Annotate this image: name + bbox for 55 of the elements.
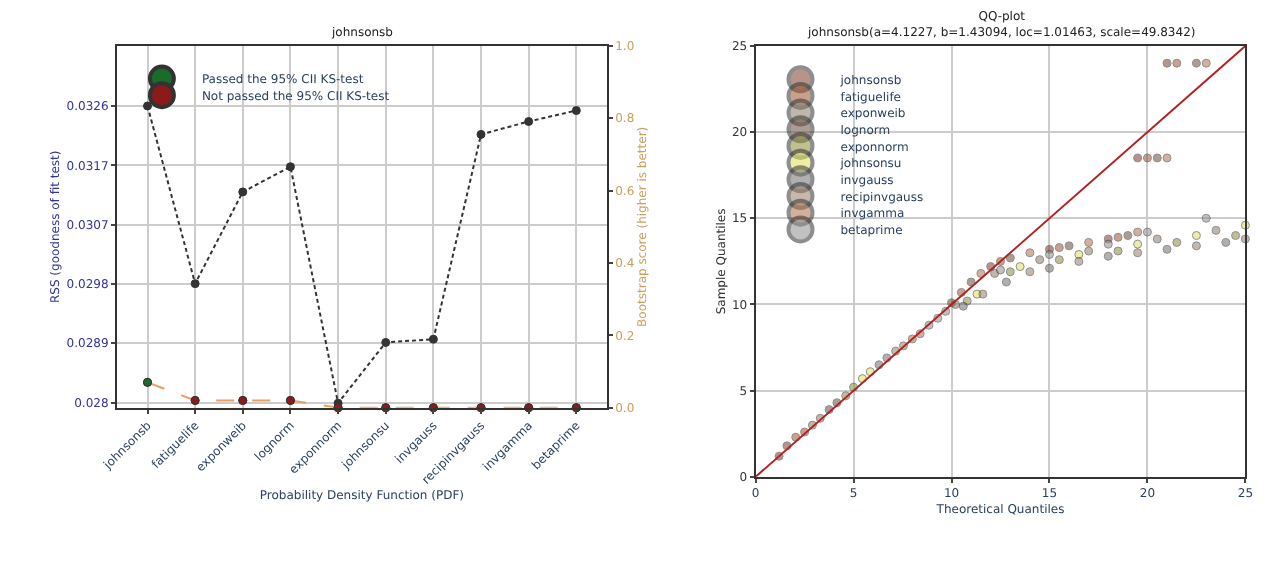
point — [571, 106, 581, 116]
point — [1152, 153, 1162, 163]
point — [1005, 267, 1015, 277]
point — [1084, 246, 1094, 256]
point — [1172, 58, 1182, 68]
point — [238, 187, 248, 197]
point — [1152, 234, 1162, 244]
point — [1133, 153, 1143, 163]
point — [1113, 246, 1123, 256]
point — [381, 337, 391, 347]
point — [1054, 243, 1064, 253]
point — [1064, 241, 1074, 251]
point — [1162, 58, 1172, 68]
point — [1191, 58, 1201, 68]
point — [285, 162, 295, 172]
point — [1133, 239, 1143, 249]
point — [978, 289, 988, 299]
point — [1142, 153, 1152, 163]
point — [524, 117, 534, 126]
point — [1074, 256, 1084, 266]
point — [1113, 232, 1123, 242]
point — [958, 301, 968, 311]
point — [190, 279, 200, 289]
point — [996, 265, 1005, 275]
point — [476, 129, 486, 139]
point — [1231, 231, 1241, 241]
point — [1162, 244, 1172, 254]
point — [1044, 249, 1054, 259]
point — [1015, 262, 1025, 272]
point — [1162, 153, 1172, 163]
point — [1084, 237, 1094, 247]
point — [1211, 225, 1221, 235]
point — [1001, 277, 1011, 287]
point — [1201, 58, 1211, 68]
point — [1025, 248, 1035, 258]
point — [966, 277, 976, 287]
point — [976, 268, 986, 278]
point — [143, 101, 152, 111]
point — [1133, 248, 1143, 258]
point — [1123, 231, 1133, 241]
point — [1191, 231, 1201, 241]
point — [1221, 237, 1231, 247]
point — [1142, 227, 1152, 237]
point — [1133, 227, 1143, 237]
point — [990, 268, 1000, 278]
point — [1201, 213, 1211, 223]
point — [1035, 255, 1045, 265]
point — [1172, 237, 1182, 247]
point — [1103, 239, 1113, 249]
point — [428, 334, 438, 344]
point — [1191, 241, 1201, 251]
point — [1054, 255, 1064, 265]
point — [1044, 263, 1054, 273]
point — [1025, 267, 1035, 277]
point — [1103, 251, 1113, 261]
